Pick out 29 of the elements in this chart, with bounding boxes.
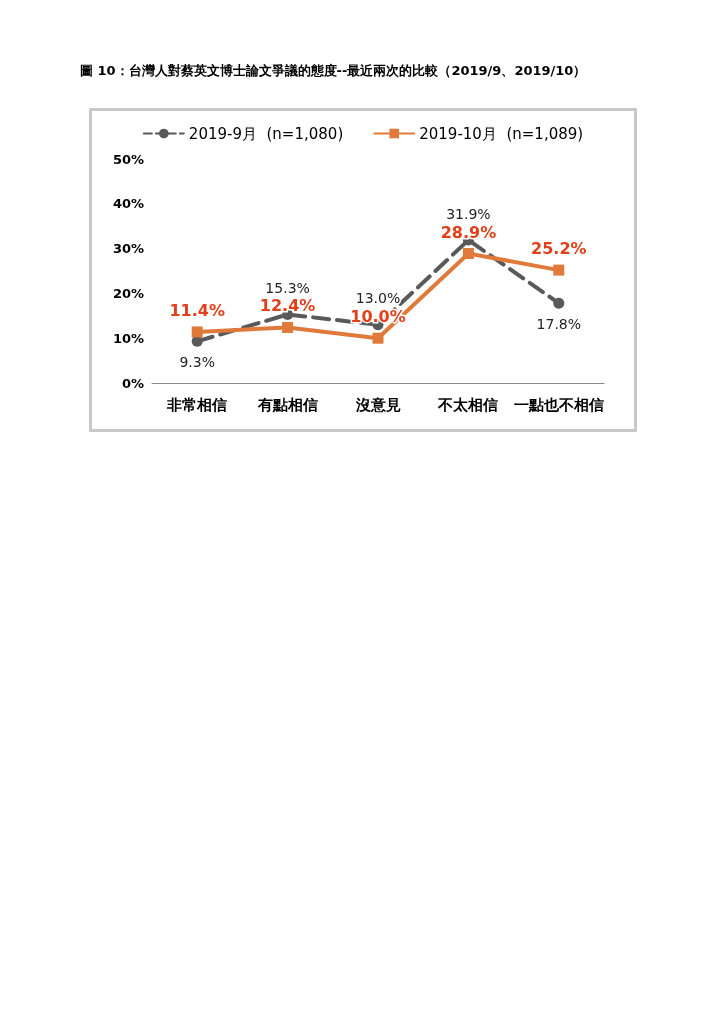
data-label: 11.4% (169, 300, 225, 320)
y-tick-label: 10% (112, 330, 144, 346)
legend-label: 2019-10月 (n=1,089) (419, 124, 584, 143)
point (553, 297, 565, 309)
point (553, 264, 565, 276)
y-tick-label: 40% (112, 196, 144, 212)
data-label: 15.3% (265, 279, 310, 296)
data-label: 17.8% (536, 315, 582, 332)
x-tick-label: 有點相信 (256, 395, 318, 414)
y-tick-label: 30% (112, 241, 144, 257)
x-tick-label: 一點也不相信 (513, 395, 604, 414)
y-tick-label: 0% (121, 375, 144, 391)
data-label: 28.9% (440, 222, 497, 242)
point (282, 321, 294, 333)
point (372, 332, 384, 344)
data-label: 31.9% (446, 205, 491, 222)
data-label: 12.4% (259, 296, 316, 316)
data-label: 13.0% (355, 290, 401, 307)
data-label: 25.2% (531, 239, 587, 259)
data-label: 9.3% (179, 353, 215, 370)
y-tick-label: 50% (112, 151, 144, 167)
point (191, 326, 203, 338)
point (462, 248, 474, 260)
legend-label: 2019-9月 (n=1,080) (188, 124, 344, 143)
y-tick-label: 20% (112, 285, 144, 301)
x-tick-label: 不太相信 (437, 395, 499, 414)
x-tick-label: 非常相信 (166, 395, 228, 414)
x-tick-label: 沒意見 (354, 395, 401, 414)
chart-title: 圖 10：台灣人對蔡英文博士論文爭議的態度--最近兩次的比較（2019/9、2019/10） (80, 62, 588, 80)
